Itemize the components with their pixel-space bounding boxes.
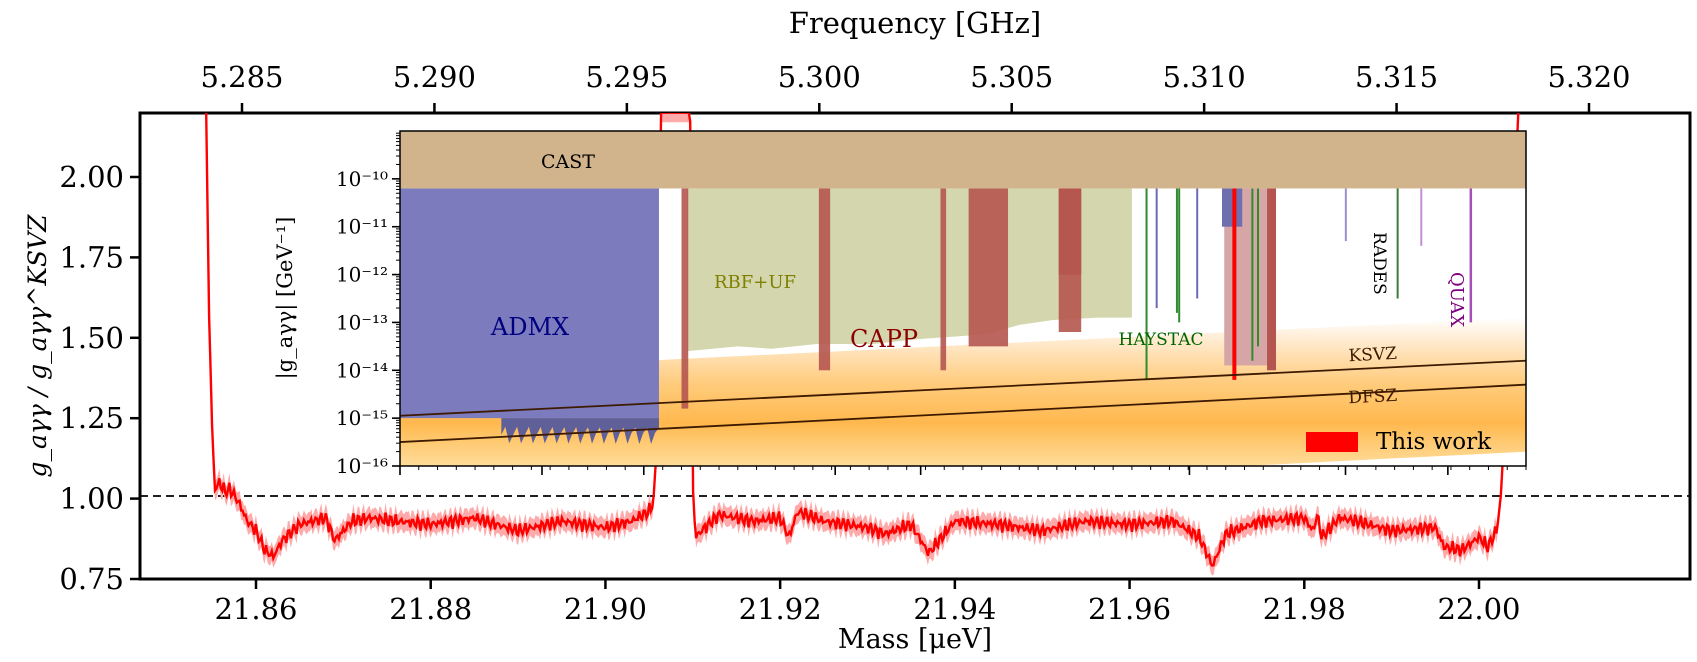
top-tick-label: 5.310 bbox=[1163, 60, 1246, 94]
ksvz-line bbox=[400, 359, 1526, 417]
inset-y-tick-label: 10⁻¹⁶ bbox=[336, 454, 388, 478]
inset-label-cast: CAST bbox=[541, 151, 595, 173]
rbf-uf-region bbox=[687, 188, 1132, 352]
inset-label-quax: QUAX bbox=[1446, 272, 1467, 327]
capp-bar bbox=[940, 188, 947, 371]
admx-region bbox=[400, 188, 659, 419]
inset-y-axis-label: |g_aγγ| [GeV⁻¹] bbox=[273, 217, 298, 380]
top-tick-label: 5.300 bbox=[778, 60, 861, 94]
capp-bar bbox=[1058, 188, 1082, 275]
inset-panel: 10⁻¹⁶ 10⁻¹⁵ 10⁻¹⁴ 10⁻¹³ 10⁻¹² 10⁻¹¹ 10⁻¹⁰ |g_a… bbox=[273, 130, 1527, 478]
top-tick-label: 5.285 bbox=[200, 60, 283, 94]
inset-y-tick-label: 10⁻¹⁴ bbox=[336, 358, 388, 382]
legend-label: This work bbox=[1376, 429, 1492, 455]
inset-label-admx: ADMX bbox=[490, 313, 569, 341]
inset-label-dfsz: DFSZ bbox=[1348, 386, 1398, 409]
inset-label-haystac: HAYSTAC bbox=[1119, 330, 1204, 350]
inset-y-axis: 10⁻¹⁶ 10⁻¹⁵ 10⁻¹⁴ 10⁻¹³ 10⁻¹² 10⁻¹¹ 10⁻¹⁰ bbox=[336, 132, 400, 478]
inset-label-ksvz: KSVZ bbox=[1348, 344, 1398, 367]
x-axis-label: Mass [μeV] bbox=[838, 624, 992, 655]
inset-label-capp: CAPP bbox=[850, 325, 918, 353]
capp-bar bbox=[976, 188, 1009, 347]
inset-label-rades: RADES bbox=[1369, 232, 1389, 295]
y-tick-label: 1.25 bbox=[59, 401, 124, 435]
cast-region bbox=[400, 131, 1526, 189]
limit-line-group bbox=[205, 113, 1520, 567]
capp-bar bbox=[968, 188, 977, 347]
x-tick-label: 21.94 bbox=[913, 592, 996, 626]
x-axis-top: 5.285 5.290 5.295 5.300 5.305 5.310 5.315 5.320 bbox=[200, 60, 1631, 113]
y-tick-label: 0.75 bbox=[59, 562, 124, 596]
x-tick-label: 22.00 bbox=[1437, 592, 1520, 626]
x-tick-label: 21.88 bbox=[389, 592, 472, 626]
capp-bar bbox=[818, 188, 831, 371]
inset-y-tick-label: 10⁻¹¹ bbox=[336, 215, 388, 239]
inset-y-tick-label: 10⁻¹⁰ bbox=[336, 167, 388, 191]
inset-label-rbf-uf: RBF+UF bbox=[714, 272, 796, 293]
capp-bar bbox=[681, 188, 689, 409]
inset-y-tick-label: 10⁻¹⁵ bbox=[336, 406, 388, 430]
this-work-line bbox=[205, 113, 1520, 567]
admx-tail bbox=[501, 418, 659, 445]
top-tick-label: 5.295 bbox=[585, 60, 668, 94]
top-axis-label: Frequency [GHz] bbox=[789, 6, 1041, 40]
capp-bar-right bbox=[1267, 188, 1277, 371]
inset-x-axis bbox=[399, 466, 1527, 475]
x-tick-label: 21.86 bbox=[214, 592, 297, 626]
inset-y-tick-label: 10⁻¹² bbox=[336, 263, 388, 287]
top-tick-label: 5.315 bbox=[1355, 60, 1438, 94]
y-axis-left: 0.75 1.00 1.25 1.50 1.75 2.00 bbox=[59, 160, 140, 596]
legend-swatch bbox=[1306, 432, 1358, 452]
inset-y-tick-label: 10⁻¹³ bbox=[336, 310, 388, 334]
dfsz-line bbox=[400, 383, 1526, 443]
x-tick-label: 21.98 bbox=[1263, 592, 1346, 626]
y-tick-label: 1.50 bbox=[59, 321, 124, 355]
y-tick-label: 1.75 bbox=[59, 240, 124, 274]
main-panel: 21.86 21.88 21.90 21.92 21.94 21.96 21.98 22.00… bbox=[23, 6, 1692, 655]
x-tick-label: 21.92 bbox=[739, 592, 822, 626]
x-tick-label: 21.90 bbox=[564, 592, 647, 626]
y-axis-label: g_aγγ / g_aγγ^KSVZ bbox=[23, 214, 52, 478]
top-tick-label: 5.305 bbox=[970, 60, 1053, 94]
y-tick-label: 1.00 bbox=[59, 482, 124, 516]
top-tick-label: 5.320 bbox=[1547, 60, 1630, 94]
y-tick-label: 2.00 bbox=[59, 160, 124, 194]
top-tick-label: 5.290 bbox=[393, 60, 476, 94]
x-tick-label: 21.96 bbox=[1088, 592, 1171, 626]
admx-small bbox=[1221, 188, 1243, 227]
main-plot-frame bbox=[138, 111, 1692, 581]
x-axis-bottom: 21.86 21.88 21.90 21.92 21.94 21.96 21.98 22.00 bbox=[214, 579, 1521, 626]
inset-content bbox=[400, 131, 1526, 466]
